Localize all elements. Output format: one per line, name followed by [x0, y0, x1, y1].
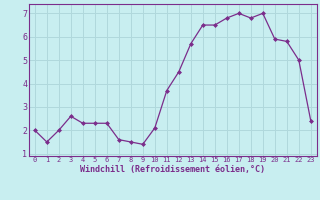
X-axis label: Windchill (Refroidissement éolien,°C): Windchill (Refroidissement éolien,°C): [80, 165, 265, 174]
